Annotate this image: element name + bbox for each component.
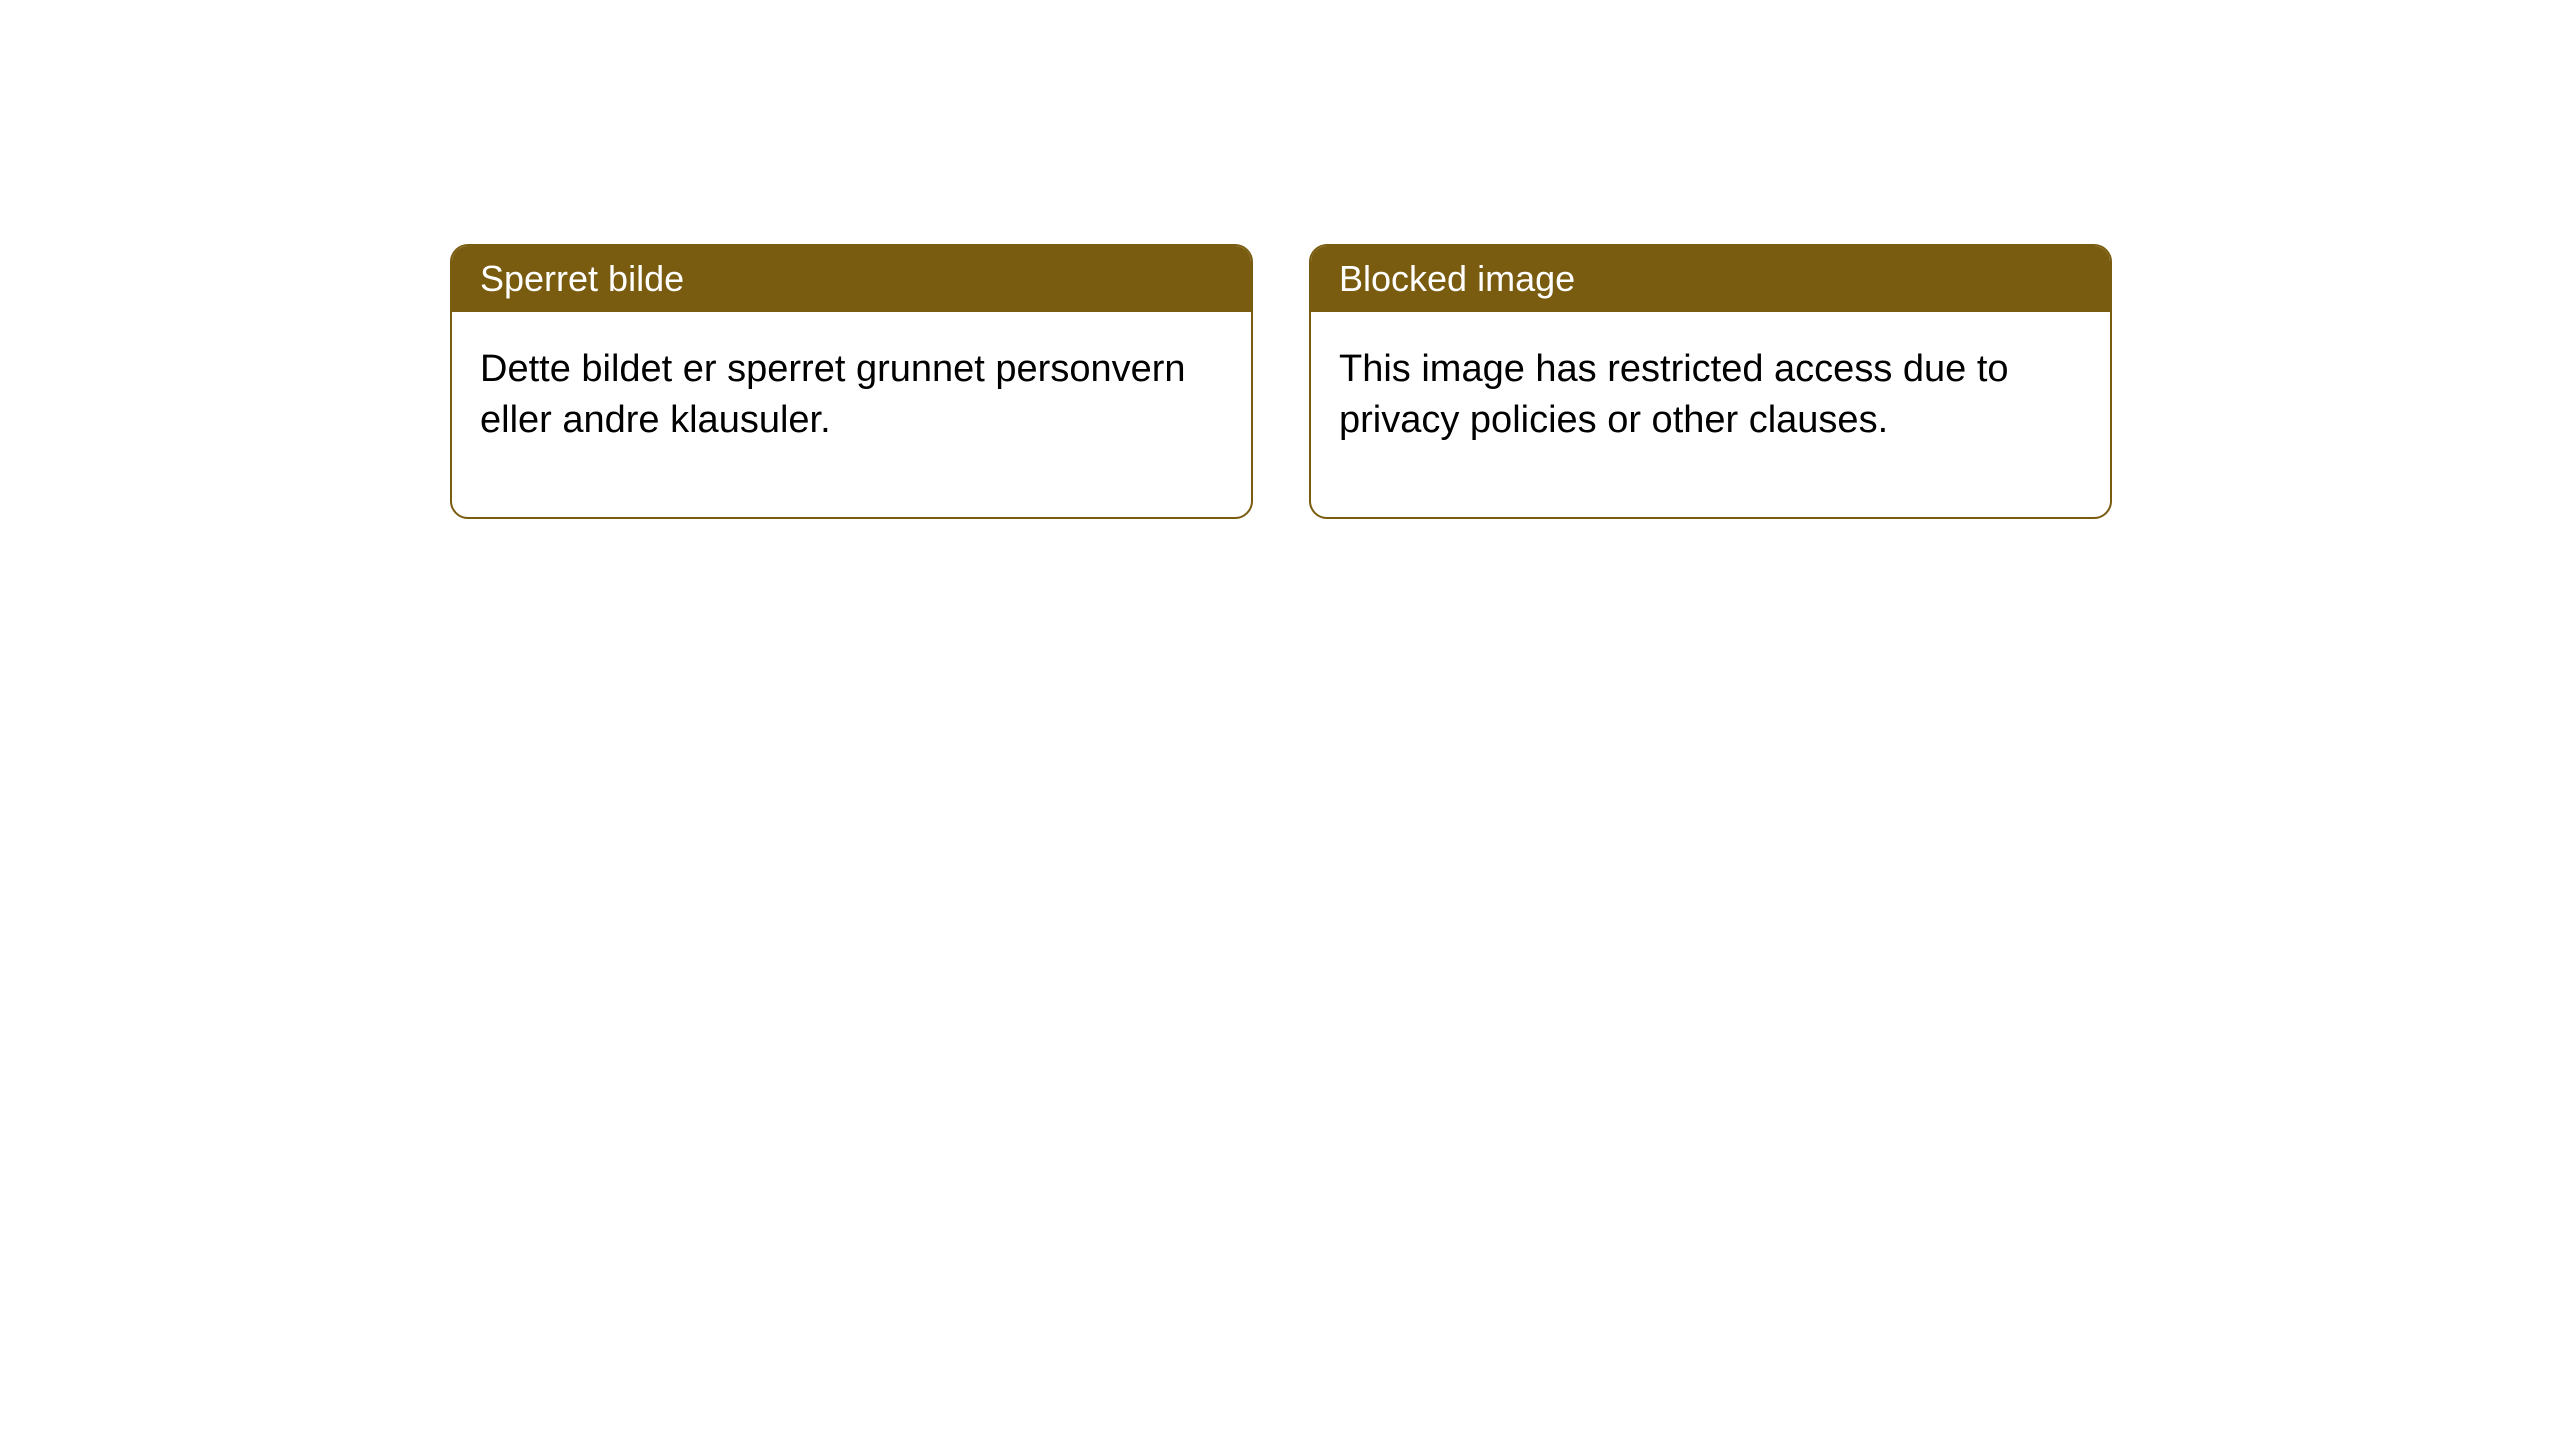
notice-title: Sperret bilde <box>480 258 684 299</box>
notice-box-english: Blocked image This image has restricted … <box>1309 244 2112 519</box>
notice-container: Sperret bilde Dette bildet er sperret gr… <box>450 244 2112 519</box>
notice-body: This image has restricted access due to … <box>1311 312 2110 517</box>
notice-box-norwegian: Sperret bilde Dette bildet er sperret gr… <box>450 244 1253 519</box>
notice-text: This image has restricted access due to … <box>1339 348 2009 441</box>
notice-body: Dette bildet er sperret grunnet personve… <box>452 312 1251 517</box>
notice-text: Dette bildet er sperret grunnet personve… <box>480 348 1186 441</box>
notice-title: Blocked image <box>1339 258 1575 299</box>
notice-header: Sperret bilde <box>452 246 1251 312</box>
notice-header: Blocked image <box>1311 246 2110 312</box>
